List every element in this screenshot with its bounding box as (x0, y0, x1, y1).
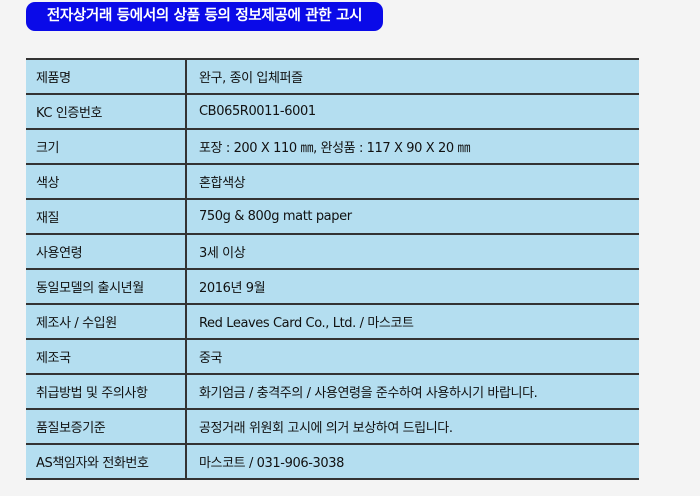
row-label: 제조사 / 수입원 (26, 303, 187, 340)
row-value: Red Leaves Card Co., Ltd. / 마스코트 (186, 303, 639, 340)
row-value: 2016년 9월 (186, 268, 639, 305)
table-row: KC 인증번호 CB065R0011-6001 (26, 93, 639, 130)
row-label: 제조국 (26, 338, 187, 375)
table-row: 제조국 중국 (26, 338, 639, 375)
product-info-table: 제품명 완구, 종이 입체퍼즐 KC 인증번호 CB065R0011-6001 크기 포장… (26, 58, 639, 480)
row-value: 공정거래 위원회 고시에 의거 보상하여 드립니다. (186, 408, 639, 445)
row-label: KC 인증번호 (26, 93, 187, 130)
row-value: 완구, 종이 입체퍼즐 (186, 58, 639, 95)
table-row: 동일모델의 출시년월 2016년 9월 (26, 268, 639, 305)
row-label: 품질보증기준 (26, 408, 187, 445)
table-row: 제조사 / 수입원 Red Leaves Card Co., Ltd. / 마스코… (26, 303, 639, 340)
table-row: 재질 750g & 800g matt paper (26, 198, 639, 235)
table-row: 제품명 완구, 종이 입체퍼즐 (26, 58, 639, 95)
notice-title: 전자상거래 등에서의 상품 등의 정보제공에 관한 고시 (26, 2, 383, 31)
table-row: 품질보증기준 공정거래 위원회 고시에 의거 보상하여 드립니다. (26, 408, 639, 445)
row-label: AS책임자와 전화번호 (26, 443, 187, 480)
row-label: 크기 (26, 128, 187, 165)
row-value: 포장 : 200 X 110 ㎜, 완성품 : 117 X 90 X 20 ㎜ (186, 128, 639, 165)
row-label: 취급방법 및 주의사항 (26, 373, 187, 410)
row-value: 혼합색상 (186, 163, 639, 200)
row-value: 750g & 800g matt paper (186, 198, 639, 235)
row-value: 3세 이상 (186, 233, 639, 270)
table-row: 사용연령 3세 이상 (26, 233, 639, 270)
row-value: 화기엄금 / 충격주의 / 사용연령을 준수하여 사용하시기 바랍니다. (186, 373, 639, 410)
row-label: 재질 (26, 198, 187, 235)
row-label: 제품명 (26, 58, 187, 95)
row-value: 중국 (186, 338, 639, 375)
row-value: 마스코트 / 031-906-3038 (186, 443, 639, 480)
row-label: 색상 (26, 163, 187, 200)
table-row: 크기 포장 : 200 X 110 ㎜, 완성품 : 117 X 90 X 20 … (26, 128, 639, 165)
table-row: 색상 혼합색상 (26, 163, 639, 200)
table-row: AS책임자와 전화번호 마스코트 / 031-906-3038 (26, 443, 639, 480)
row-label: 사용연령 (26, 233, 187, 270)
row-value: CB065R0011-6001 (186, 93, 639, 130)
table-row: 취급방법 및 주의사항 화기엄금 / 충격주의 / 사용연령을 준수하여 사용하시… (26, 373, 639, 410)
row-label: 동일모델의 출시년월 (26, 268, 187, 305)
